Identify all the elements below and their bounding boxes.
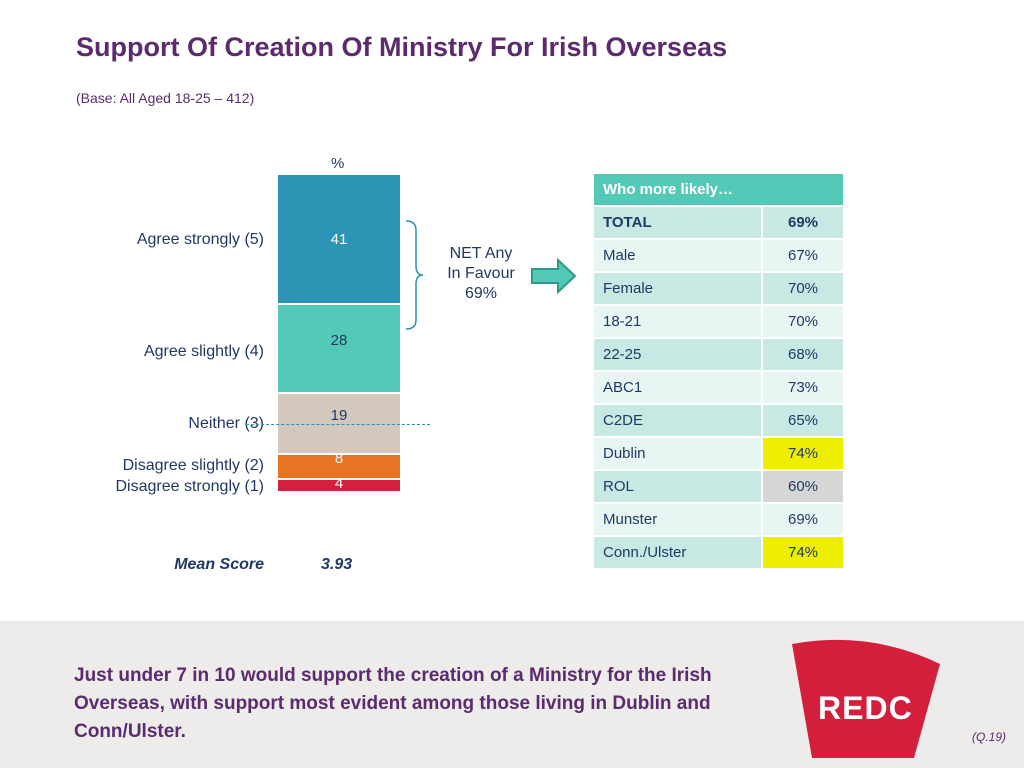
percent-unit-label: % xyxy=(331,155,345,172)
category-label: Disagree strongly (1) xyxy=(115,478,265,496)
base-subtitle: (Base: All Aged 18-25 – 412) xyxy=(76,90,255,106)
who-more-likely-table: Who more likely… TOTAL 69% Male 67% Female 70… xyxy=(594,174,845,570)
bar-data-label: 8 xyxy=(334,449,344,467)
row-value: 70% xyxy=(763,273,845,306)
table-row: 18-21 70% xyxy=(594,306,845,339)
row-label: Dublin xyxy=(594,438,763,471)
category-label: Agree strongly (5) xyxy=(136,231,264,248)
row-label: Male xyxy=(594,240,763,273)
row-label: 18-21 xyxy=(594,306,763,339)
row-label: TOTAL xyxy=(594,207,763,240)
net-value: 69% xyxy=(464,285,498,302)
row-value: 74% xyxy=(763,438,845,471)
row-value: 69% xyxy=(763,207,845,240)
table-row: ABC1 73% xyxy=(594,372,845,405)
row-value: 60% xyxy=(763,471,845,504)
bar-data-label: 41 xyxy=(330,231,348,248)
table-row: Munster 69% xyxy=(594,504,845,537)
redc-logo-shape xyxy=(792,639,940,758)
bar-data-label: 28 xyxy=(330,331,348,349)
mean-dashed-line xyxy=(246,424,430,425)
mean-score-label: Mean Score xyxy=(174,556,264,573)
table-row: Conn./Ulster 74% xyxy=(594,537,845,570)
net-line1: NET Any xyxy=(449,245,513,262)
row-label: ROL xyxy=(594,471,763,504)
table-row: C2DE 65% xyxy=(594,405,845,438)
category-label: Disagree slightly (2) xyxy=(122,456,264,474)
redc-logo-text: REDC xyxy=(818,690,913,726)
bar-segment xyxy=(278,454,400,479)
bar-segment xyxy=(278,305,400,393)
bar-segment xyxy=(278,480,400,491)
net-in-favour: NET Any In Favour 69% xyxy=(436,244,526,304)
row-label: Munster xyxy=(594,504,763,537)
table-row: Dublin 74% xyxy=(594,438,845,471)
table-row: Male 67% xyxy=(594,240,845,273)
row-label: Female xyxy=(594,273,763,306)
row-value: 67% xyxy=(763,240,845,273)
table-header: Who more likely… xyxy=(594,174,845,207)
table-row: ROL 60% xyxy=(594,471,845,504)
page-title: Support Of Creation Of Ministry For Iris… xyxy=(76,32,728,62)
bar-segment xyxy=(278,394,400,453)
row-label: C2DE xyxy=(594,405,763,438)
table-row: Female 70% xyxy=(594,273,845,306)
row-label: 22-25 xyxy=(594,339,763,372)
row-value: 74% xyxy=(763,537,845,570)
net-brace-icon xyxy=(405,220,424,330)
row-label: ABC1 xyxy=(594,372,763,405)
net-line2: In Favour xyxy=(447,265,515,282)
right-arrow-icon xyxy=(531,258,577,294)
row-value: 65% xyxy=(763,405,845,438)
bar-segment xyxy=(278,175,400,304)
row-value: 73% xyxy=(763,372,845,405)
category-label: Neither (3) xyxy=(188,414,264,432)
row-value: 70% xyxy=(763,306,845,339)
row-value: 68% xyxy=(763,339,845,372)
table-body: TOTAL 69% Male 67% Female 70% 18-21 70% 22-25 68%… xyxy=(594,207,845,570)
category-label: Agree slightly (4) xyxy=(143,342,264,360)
mean-score-value: 3.93 xyxy=(321,556,353,573)
table-row: TOTAL 69% xyxy=(594,207,845,240)
table-row: 22-25 68% xyxy=(594,339,845,372)
row-label: Conn./Ulster xyxy=(594,537,763,570)
question-reference: (Q.19) xyxy=(972,730,1007,744)
bar-data-label: 19 xyxy=(330,406,348,424)
summary-text: Just under 7 in 10 would support the cre… xyxy=(74,665,712,742)
bar-data-label: 4 xyxy=(334,475,344,493)
row-value: 69% xyxy=(763,504,845,537)
